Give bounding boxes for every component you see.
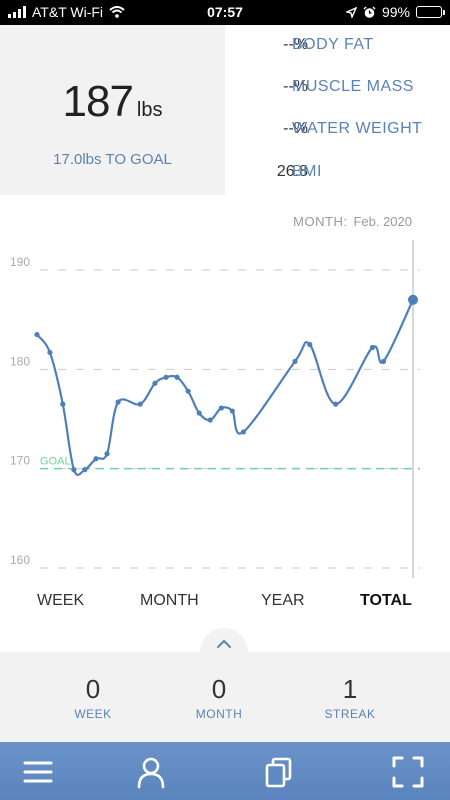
month-selector-value: Feb. 2020	[353, 214, 412, 229]
metric-body-fat: --% BODY FAT	[225, 36, 450, 60]
fullscreen-icon[interactable]	[390, 754, 426, 790]
tab-year[interactable]: YEAR	[261, 592, 305, 609]
wifi-icon	[109, 6, 125, 18]
data-point	[163, 374, 169, 380]
alarm-icon	[363, 6, 376, 18]
data-point	[240, 429, 247, 435]
range-tabs: WEEK MONTH YEAR TOTAL	[0, 592, 450, 616]
tab-week[interactable]: WEEK	[37, 592, 85, 609]
metric-value: --%	[283, 78, 308, 95]
data-point	[218, 405, 224, 411]
data-point	[369, 344, 376, 351]
y-tick-label: 190	[10, 255, 30, 269]
data-point	[307, 341, 313, 348]
stat-label: MONTH	[195, 707, 243, 721]
series-line	[36, 299, 414, 476]
data-point	[152, 380, 158, 386]
location-icon	[345, 6, 357, 18]
goal-label: GOAL	[40, 456, 71, 468]
data-point	[207, 417, 213, 423]
signal-icon	[8, 6, 26, 18]
metric-label: BODY FAT	[292, 36, 374, 53]
data-point	[82, 467, 88, 473]
stat-value: 0	[85, 674, 101, 704]
data-point	[71, 467, 77, 473]
month-selector[interactable]: MONTH: Feb. 2020	[293, 214, 412, 229]
metric-label: MUSCLE MASS	[292, 78, 414, 95]
stat-streak: 1 STREAK	[275, 674, 425, 721]
data-point	[47, 349, 53, 356]
battery-percent: 99%	[381, 4, 410, 20]
data-point	[104, 451, 110, 457]
battery-icon	[416, 6, 445, 18]
metric-value: 26.8	[276, 163, 308, 180]
stat-week: 0 WEEK	[18, 674, 168, 721]
body-metrics: --% BODY FAT --% MUSCLE MASS --% WATER W…	[225, 25, 450, 195]
data-point	[185, 388, 191, 394]
stat-label: STREAK	[324, 707, 376, 721]
metric-value: --%	[283, 36, 308, 53]
profile-icon[interactable]	[133, 754, 169, 790]
current-weight: 187	[62, 77, 134, 126]
tab-month[interactable]: MONTH	[140, 592, 199, 609]
y-tick-label: 170	[10, 454, 30, 468]
data-point	[34, 331, 40, 338]
weight-chart[interactable]: 190 180 170 160 GOAL	[0, 240, 450, 600]
data-point	[93, 456, 99, 462]
y-tick-label: 160	[10, 553, 30, 567]
stat-label: WEEK	[74, 707, 112, 721]
menu-icon[interactable]	[20, 754, 56, 790]
data-point	[408, 294, 418, 305]
metric-value: --%	[283, 120, 308, 137]
data-point	[229, 408, 235, 414]
month-selector-label: MONTH:	[293, 214, 348, 229]
carrier-info: AT&T Wi-Fi	[8, 4, 125, 20]
status-time: 07:57	[207, 4, 243, 20]
bottom-tab-bar	[0, 742, 450, 800]
data-point	[137, 401, 143, 407]
data-point	[115, 399, 121, 405]
y-tick-label: 180	[10, 354, 30, 368]
carrier-label: AT&T Wi-Fi	[32, 4, 104, 20]
status-bar: AT&T Wi-Fi 07:57 99%	[0, 0, 450, 25]
stat-value: 1	[342, 674, 358, 704]
weight-summary: 187 lbs 17.0lbs TO GOAL	[0, 25, 225, 195]
tab-total[interactable]: TOTAL	[360, 592, 412, 609]
metric-label: WATER WEIGHT	[292, 120, 423, 137]
data-point	[196, 410, 202, 416]
metric-bmi: 26.8 BMI	[225, 163, 450, 187]
data-point	[332, 401, 339, 407]
weight-unit: lbs	[136, 99, 163, 121]
data-point	[292, 358, 298, 364]
stats-panel: 0 WEEK 0 MONTH 1 STREAK	[0, 652, 450, 742]
data-point	[174, 374, 180, 380]
metric-water-weight: --% WATER WEIGHT	[225, 120, 450, 144]
metric-label: BMI	[292, 163, 322, 180]
data-point	[380, 358, 387, 364]
stat-value: 0	[211, 674, 227, 704]
to-goal-label: 17.0lbs TO GOAL	[53, 151, 172, 168]
stat-month: 0 MONTH	[144, 674, 294, 721]
data-point	[60, 401, 66, 407]
chevron-up-icon	[217, 640, 231, 648]
copy-icon[interactable]	[262, 754, 298, 790]
metric-muscle-mass: --% MUSCLE MASS	[225, 78, 450, 102]
